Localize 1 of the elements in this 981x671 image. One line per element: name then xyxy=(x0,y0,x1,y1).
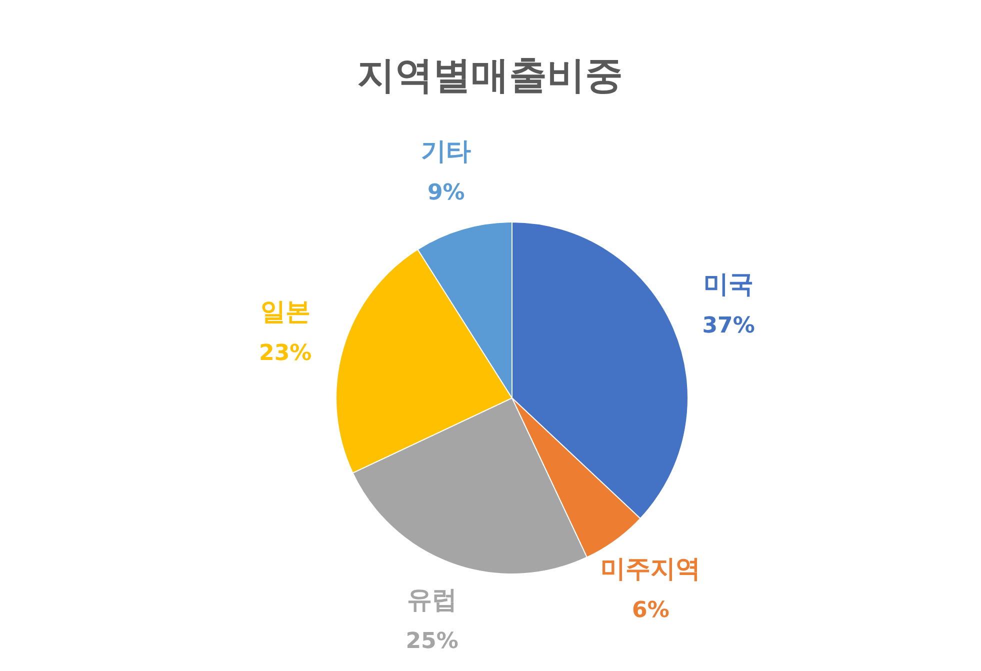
title: 지역별매출비중 xyxy=(357,53,623,97)
